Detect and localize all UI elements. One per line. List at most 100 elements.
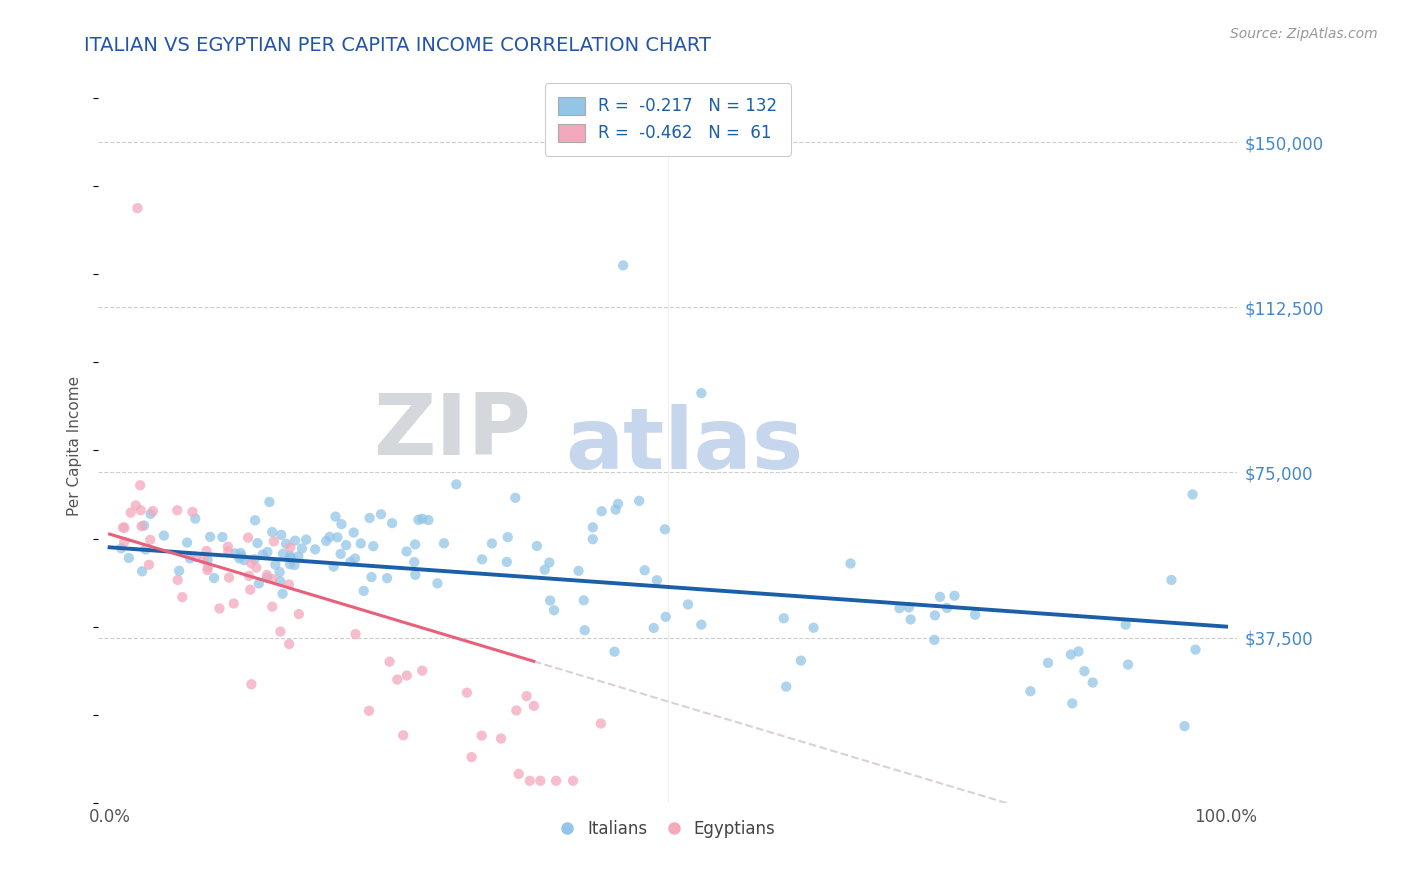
Point bbox=[198, 530, 221, 544]
Point bbox=[184, 549, 207, 564]
Point bbox=[361, 539, 384, 553]
Point bbox=[889, 601, 911, 615]
Point bbox=[262, 572, 284, 586]
Point bbox=[381, 516, 404, 530]
Point bbox=[359, 511, 381, 525]
Point bbox=[645, 573, 668, 587]
Point bbox=[110, 541, 132, 556]
Point bbox=[523, 698, 546, 713]
Point bbox=[1062, 697, 1084, 711]
Point bbox=[378, 655, 401, 669]
Point bbox=[211, 530, 233, 544]
Point bbox=[924, 608, 946, 623]
Point bbox=[790, 654, 813, 668]
Point bbox=[481, 536, 503, 550]
Point bbox=[690, 386, 713, 401]
Point bbox=[519, 773, 541, 788]
Point bbox=[343, 551, 366, 566]
Point bbox=[179, 551, 201, 566]
Point bbox=[538, 556, 561, 570]
Point bbox=[404, 555, 426, 569]
Point bbox=[129, 503, 152, 517]
Point bbox=[252, 548, 274, 562]
Point bbox=[166, 573, 188, 587]
Point bbox=[247, 576, 270, 591]
Point bbox=[612, 259, 634, 273]
Point bbox=[489, 731, 512, 746]
Point bbox=[370, 508, 392, 522]
Point bbox=[184, 511, 207, 525]
Point bbox=[404, 567, 426, 582]
Point bbox=[1060, 648, 1083, 662]
Point bbox=[496, 530, 519, 544]
Point bbox=[270, 528, 292, 542]
Point bbox=[343, 525, 366, 540]
Point bbox=[125, 499, 148, 513]
Point bbox=[408, 513, 430, 527]
Point bbox=[1181, 487, 1204, 501]
Point bbox=[138, 558, 160, 572]
Point bbox=[516, 689, 538, 703]
Point bbox=[654, 609, 676, 624]
Point bbox=[395, 668, 418, 682]
Point bbox=[134, 542, 156, 557]
Point bbox=[495, 555, 517, 569]
Point bbox=[929, 590, 952, 604]
Point bbox=[1036, 656, 1059, 670]
Point bbox=[166, 503, 188, 517]
Point bbox=[176, 535, 198, 549]
Point bbox=[1160, 573, 1182, 587]
Point bbox=[142, 504, 165, 518]
Point bbox=[1073, 664, 1095, 678]
Point bbox=[339, 555, 361, 569]
Point bbox=[350, 536, 373, 550]
Point bbox=[118, 550, 141, 565]
Point bbox=[127, 201, 149, 215]
Point bbox=[112, 535, 135, 549]
Point bbox=[839, 557, 862, 571]
Point bbox=[353, 583, 375, 598]
Point bbox=[392, 728, 415, 742]
Point bbox=[965, 607, 987, 622]
Point bbox=[326, 530, 349, 544]
Point bbox=[231, 549, 253, 563]
Point bbox=[243, 552, 266, 566]
Point bbox=[259, 495, 281, 509]
Point bbox=[291, 541, 314, 556]
Point bbox=[456, 686, 478, 700]
Point bbox=[426, 576, 449, 591]
Point bbox=[508, 767, 530, 781]
Point bbox=[603, 645, 626, 659]
Point bbox=[446, 477, 468, 491]
Point bbox=[284, 533, 307, 548]
Point bbox=[538, 593, 561, 607]
Point bbox=[404, 537, 426, 551]
Point bbox=[208, 601, 231, 615]
Point bbox=[269, 565, 291, 579]
Point bbox=[318, 530, 340, 544]
Point bbox=[217, 544, 239, 558]
Point bbox=[243, 513, 266, 527]
Point bbox=[304, 542, 326, 557]
Point bbox=[288, 607, 311, 621]
Point bbox=[240, 677, 263, 691]
Point bbox=[256, 545, 278, 559]
Point bbox=[643, 621, 665, 635]
Point bbox=[238, 569, 260, 583]
Point bbox=[936, 600, 959, 615]
Text: atlas: atlas bbox=[565, 404, 804, 488]
Point bbox=[329, 547, 352, 561]
Text: Source: ZipAtlas.com: Source: ZipAtlas.com bbox=[1230, 27, 1378, 41]
Point bbox=[634, 563, 657, 577]
Point bbox=[172, 590, 194, 604]
Point bbox=[460, 750, 482, 764]
Point bbox=[167, 564, 190, 578]
Point bbox=[278, 637, 301, 651]
Point bbox=[153, 528, 176, 542]
Point bbox=[284, 558, 307, 572]
Point bbox=[1116, 657, 1139, 672]
Point bbox=[245, 560, 267, 574]
Point bbox=[330, 517, 353, 532]
Point bbox=[131, 564, 153, 578]
Point bbox=[278, 549, 301, 563]
